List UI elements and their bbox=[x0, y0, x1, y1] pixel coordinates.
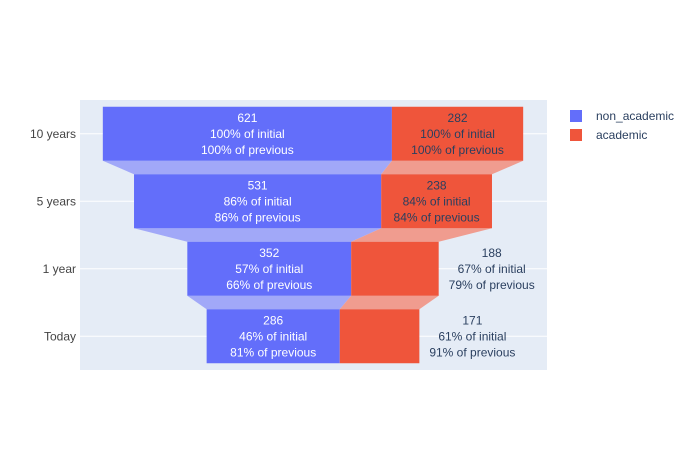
bar-non-academic[interactable] bbox=[134, 174, 382, 229]
bar-academic[interactable] bbox=[339, 309, 420, 364]
bar-academic[interactable] bbox=[351, 241, 439, 296]
data-label-academic: 238 84% of initial 84% of previous bbox=[394, 178, 480, 224]
bars bbox=[102, 106, 524, 364]
data-label-academic: 188 67% of initial 79% of previous bbox=[449, 246, 535, 292]
connectors bbox=[102, 160, 524, 310]
bar-non-academic[interactable] bbox=[187, 241, 352, 296]
data-label-non-academic: 286 46% of initial 81% of previous bbox=[230, 313, 316, 359]
y-axis-ticks: 10 years 5 years 1 year Today bbox=[30, 127, 76, 344]
legend-label-academic[interactable]: academic bbox=[596, 128, 647, 142]
connector-academic bbox=[381, 160, 524, 175]
connector-non-academic bbox=[102, 160, 392, 175]
data-label-academic: 171 61% of initial 91% of previous bbox=[429, 313, 515, 359]
legend-swatch-non-academic[interactable] bbox=[570, 110, 582, 122]
connector-non-academic bbox=[187, 295, 352, 310]
data-label-non-academic: 352 57% of initial 66% of previous bbox=[226, 246, 312, 292]
connector-academic bbox=[351, 228, 492, 242]
connector-non-academic bbox=[134, 228, 382, 242]
y-tick-label: 5 years bbox=[37, 194, 76, 208]
legend-label-non-academic[interactable]: non_academic bbox=[596, 109, 674, 123]
data-label-non-academic: 531 86% of initial 86% of previous bbox=[215, 178, 301, 224]
bar-non-academic[interactable] bbox=[206, 309, 340, 364]
y-tick-label: 1 year bbox=[43, 262, 76, 276]
connector-academic bbox=[339, 295, 439, 310]
data-label-non-academic: 621 100% of initial 100% of previous bbox=[201, 111, 294, 157]
y-tick-label: Today bbox=[44, 329, 76, 343]
bar-academic[interactable] bbox=[381, 174, 492, 229]
data-label-academic: 282 100% of initial 100% of previous bbox=[411, 111, 504, 157]
bar-non-academic[interactable] bbox=[102, 106, 392, 161]
bar-academic[interactable] bbox=[391, 106, 524, 161]
legend[interactable]: non_academic academic bbox=[570, 109, 674, 142]
data-labels: 621 100% of initial 100% of previous 282 100… bbox=[201, 111, 535, 360]
y-tick-label: 10 years bbox=[30, 127, 76, 141]
legend-swatch-academic[interactable] bbox=[570, 129, 582, 141]
